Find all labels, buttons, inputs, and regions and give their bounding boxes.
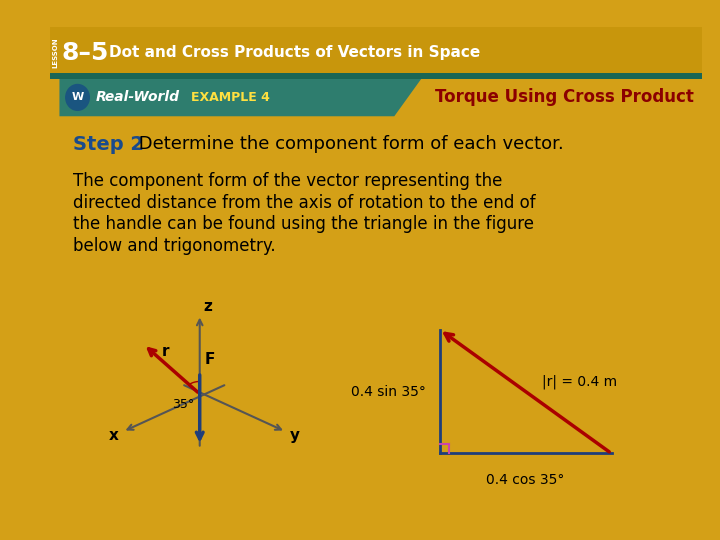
Text: Step 2: Step 2 xyxy=(73,134,144,153)
Text: r: r xyxy=(162,345,169,359)
Text: EXAMPLE 4: EXAMPLE 4 xyxy=(191,91,269,104)
Bar xyxy=(50,27,702,79)
Text: x: x xyxy=(109,428,119,443)
Text: y: y xyxy=(290,428,300,443)
Polygon shape xyxy=(60,79,421,116)
Circle shape xyxy=(66,85,89,110)
Text: |r| = 0.4 m: |r| = 0.4 m xyxy=(542,374,617,389)
Text: The component form of the vector representing the: The component form of the vector represe… xyxy=(73,172,503,190)
Text: 35°: 35° xyxy=(173,398,195,411)
Text: W: W xyxy=(71,92,84,103)
Text: the handle can be found using the triangle in the figure: the handle can be found using the triang… xyxy=(73,215,534,233)
Text: Real-World: Real-World xyxy=(96,90,180,104)
Bar xyxy=(50,72,702,79)
Text: Determine the component form of each vector.: Determine the component form of each vec… xyxy=(132,135,564,153)
Text: 0.4 sin 35°: 0.4 sin 35° xyxy=(351,384,426,399)
Text: 8–5: 8–5 xyxy=(61,41,109,65)
Text: 0.4 cos 35°: 0.4 cos 35° xyxy=(486,474,564,487)
Text: z: z xyxy=(203,299,212,314)
Text: LESSON: LESSON xyxy=(52,37,58,68)
Text: F: F xyxy=(204,352,215,367)
Text: directed distance from the axis of rotation to the end of: directed distance from the axis of rotat… xyxy=(73,193,536,212)
Text: Torque Using Cross Product: Torque Using Cross Product xyxy=(435,89,694,106)
Text: Dot and Cross Products of Vectors in Space: Dot and Cross Products of Vectors in Spa… xyxy=(109,45,480,60)
Text: below and trigonometry.: below and trigonometry. xyxy=(73,237,276,255)
